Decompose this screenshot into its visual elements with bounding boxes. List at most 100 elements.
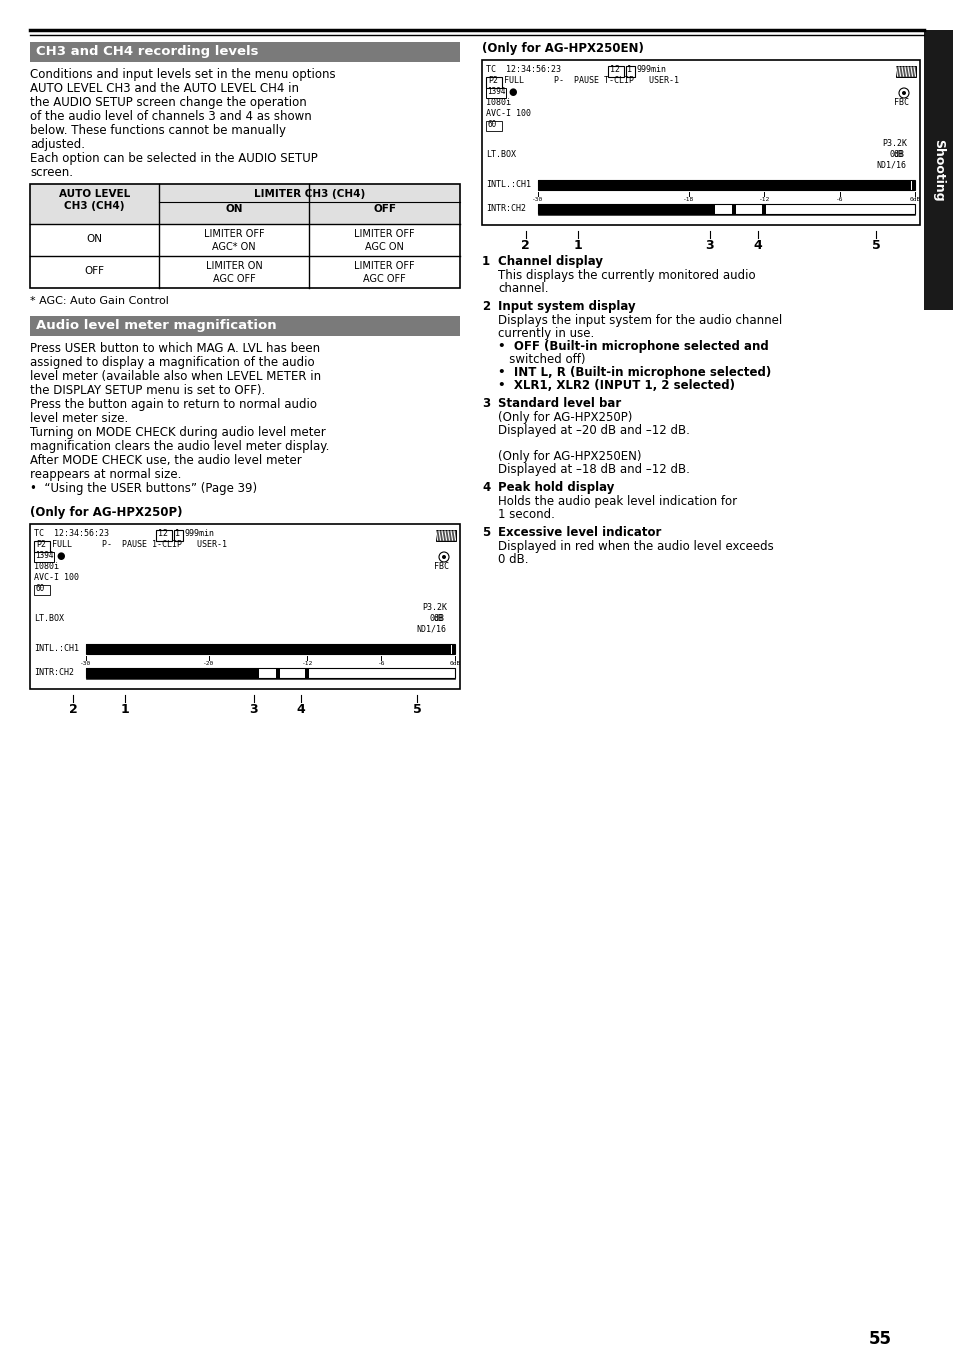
Text: Channel display: Channel display — [497, 255, 602, 268]
Bar — [923, 30, 953, 310]
Text: 0 dB.: 0 dB. — [497, 552, 528, 566]
Text: FBC: FBC — [434, 562, 449, 571]
Text: AVC-I 100: AVC-I 100 — [485, 110, 531, 118]
Text: 2: 2 — [481, 301, 490, 313]
Text: 2: 2 — [521, 240, 530, 252]
Bar — [86, 668, 259, 678]
Bar — [305, 668, 309, 678]
Bar — [537, 180, 914, 190]
Text: P2: P2 — [488, 76, 497, 85]
Text: (Only for AG-HPX250P): (Only for AG-HPX250P) — [30, 506, 182, 519]
Bar — [537, 204, 914, 214]
Text: INTR:CH2: INTR:CH2 — [34, 668, 74, 677]
Text: adjusted.: adjusted. — [30, 138, 85, 152]
Bar — [30, 184, 459, 223]
Bar — [485, 121, 501, 131]
Bar — [34, 552, 54, 562]
Text: (Only for AG-HPX250EN): (Only for AG-HPX250EN) — [481, 42, 643, 56]
Text: 0dB: 0dB — [449, 661, 460, 666]
Text: AGC ON: AGC ON — [365, 242, 404, 252]
Text: This displays the currently monitored audio: This displays the currently monitored au… — [497, 269, 755, 282]
Bar — [173, 529, 183, 542]
Text: -12: -12 — [758, 196, 769, 202]
Text: currently in use.: currently in use. — [497, 328, 594, 340]
Text: LIMITER OFF: LIMITER OFF — [355, 229, 415, 240]
Bar — [537, 180, 910, 190]
Text: -30: -30 — [80, 661, 91, 666]
Text: ON: ON — [225, 204, 243, 214]
Text: 1: 1 — [574, 240, 582, 252]
Text: magnification clears the audio level meter display.: magnification clears the audio level met… — [30, 440, 329, 454]
Text: 12: 12 — [609, 65, 619, 74]
Text: (Only for AG-HPX250EN): (Only for AG-HPX250EN) — [497, 450, 640, 463]
Bar — [625, 66, 635, 77]
Text: assigned to display a magnification of the audio: assigned to display a magnification of t… — [30, 356, 314, 370]
Text: 3: 3 — [481, 397, 490, 410]
Text: AGC OFF: AGC OFF — [363, 274, 406, 284]
Text: 3: 3 — [249, 703, 257, 716]
Text: Holds the audio peak level indication for: Holds the audio peak level indication fo… — [497, 496, 737, 508]
Text: Displayed at –20 dB and –12 dB.: Displayed at –20 dB and –12 dB. — [497, 424, 689, 437]
Bar — [275, 668, 279, 678]
Bar — [30, 42, 459, 62]
Bar — [485, 88, 505, 97]
Text: LIMITER OFF: LIMITER OFF — [355, 261, 415, 271]
Text: ●: ● — [56, 551, 65, 561]
Text: reappears at normal size.: reappears at normal size. — [30, 468, 181, 481]
Text: P3.2K: P3.2K — [882, 139, 906, 148]
Text: -6: -6 — [835, 196, 842, 202]
Text: AUTO LEVEL: AUTO LEVEL — [59, 190, 130, 199]
Text: 12: 12 — [158, 529, 168, 538]
Bar — [30, 315, 459, 336]
Text: switched off): switched off) — [497, 353, 585, 366]
Text: 60: 60 — [488, 121, 497, 129]
Text: screen.: screen. — [30, 167, 73, 179]
Text: FULL      P-  PAUSE 1-CLIP   USER-1: FULL P- PAUSE 1-CLIP USER-1 — [52, 540, 227, 548]
Text: channel.: channel. — [497, 282, 548, 295]
Text: CH3 (CH4): CH3 (CH4) — [64, 200, 125, 211]
Text: •  XLR1, XLR2 (INPUT 1, 2 selected): • XLR1, XLR2 (INPUT 1, 2 selected) — [497, 379, 734, 393]
Text: 5: 5 — [413, 703, 421, 716]
Text: Displayed at –18 dB and –12 dB.: Displayed at –18 dB and –12 dB. — [497, 463, 689, 477]
Text: 1080i: 1080i — [34, 562, 59, 571]
Text: -20: -20 — [203, 661, 214, 666]
Text: Input system display: Input system display — [497, 301, 635, 313]
Circle shape — [441, 555, 446, 559]
Text: •  INT L, R (Built-in microphone selected): • INT L, R (Built-in microphone selected… — [497, 366, 770, 379]
Text: 55: 55 — [867, 1330, 890, 1349]
Text: 999min: 999min — [637, 65, 666, 74]
Text: AGC OFF: AGC OFF — [213, 274, 255, 284]
Text: LIMITER OFF: LIMITER OFF — [204, 229, 264, 240]
Text: 1394: 1394 — [486, 87, 505, 96]
Text: 1: 1 — [481, 255, 490, 268]
Bar — [436, 529, 456, 542]
Bar — [86, 668, 455, 678]
Bar — [911, 180, 914, 190]
Text: 2: 2 — [69, 703, 77, 716]
Text: of the audio level of channels 3 and 4 as shown: of the audio level of channels 3 and 4 a… — [30, 110, 312, 123]
Text: the AUDIO SETUP screen change the operation: the AUDIO SETUP screen change the operat… — [30, 96, 307, 110]
Bar — [452, 645, 455, 654]
Text: LIMITER ON: LIMITER ON — [206, 261, 262, 271]
Text: 0B: 0B — [893, 150, 903, 158]
Text: below. These functions cannot be manually: below. These functions cannot be manuall… — [30, 125, 286, 137]
Circle shape — [901, 91, 905, 95]
Text: AVC-I 100: AVC-I 100 — [34, 573, 79, 582]
Text: Conditions and input levels set in the menu options: Conditions and input levels set in the m… — [30, 68, 335, 81]
Text: -18: -18 — [682, 196, 694, 202]
Text: P3.2K: P3.2K — [421, 603, 447, 612]
Text: LIMITER CH3 (CH4): LIMITER CH3 (CH4) — [253, 190, 365, 199]
Text: 0dB: 0dB — [908, 196, 920, 202]
Text: 3: 3 — [704, 240, 714, 252]
Text: INTL.:CH1: INTL.:CH1 — [34, 645, 79, 653]
Bar — [34, 542, 50, 552]
Text: * AGC: Auto Gain Control: * AGC: Auto Gain Control — [30, 297, 169, 306]
Text: 4: 4 — [753, 240, 761, 252]
Text: CH3 and CH4 recording levels: CH3 and CH4 recording levels — [36, 45, 258, 58]
Text: 1080i: 1080i — [485, 97, 511, 107]
Text: LT.BOX: LT.BOX — [34, 613, 64, 623]
Bar — [481, 60, 919, 225]
Text: ND1/16: ND1/16 — [416, 626, 446, 634]
Text: OFF: OFF — [85, 265, 105, 276]
Text: ●: ● — [507, 87, 516, 97]
